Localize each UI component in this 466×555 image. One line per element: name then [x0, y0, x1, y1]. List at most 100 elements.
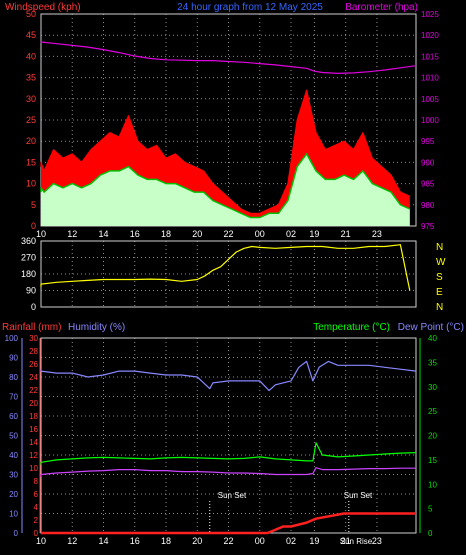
x-tick-label-bottom: 22 [223, 536, 233, 546]
barometer-series [40, 41, 417, 74]
temperature-label: Temperature (°C) [313, 322, 390, 333]
barometer-label: Barometer (hpa) [345, 2, 418, 13]
baro-tick-label: 1010 [421, 74, 439, 83]
x-tick-label-top: 12 [67, 229, 77, 239]
x-tick-label-bottom: 20 [192, 536, 202, 546]
axes: 1010121214141616181820202222000002021919… [5, 9, 446, 546]
compass-label: S [436, 272, 443, 283]
rain-tick-label: 6 [34, 490, 39, 499]
humidity-tick-label: 50 [9, 432, 18, 441]
x-tick-label-top: 18 [161, 229, 171, 239]
wind-tick-label: 50 [26, 9, 36, 19]
baro-tick-label: 1025 [421, 10, 439, 19]
rain-tick-label: 28 [29, 347, 38, 356]
rain-tick-label: 22 [29, 386, 38, 395]
rain-tick-label: 30 [29, 334, 38, 343]
humidity-tick-label: 10 [9, 510, 18, 519]
compass-label: W [436, 257, 446, 268]
x-tick-label-top: 10 [36, 229, 46, 239]
x-tick-label-bottom: 00 [255, 536, 265, 546]
wind-tick-label: 40 [26, 51, 36, 61]
direction-tick-label: 0 [31, 302, 36, 312]
wind-tick-label: 45 [26, 30, 36, 40]
compass-label: N [436, 302, 443, 313]
wind-tick-label: 25 [26, 115, 36, 125]
wind-tick-label: 5 [31, 200, 36, 210]
x-tick-label-top: 23 [372, 229, 382, 239]
direction-tick-label: 270 [21, 253, 36, 263]
x-tick-label-top: 02 [286, 229, 296, 239]
x-tick-label-top: 20 [192, 229, 202, 239]
graph-date-title: 24 hour graph from 12 May 2025 [177, 2, 323, 13]
wind-tick-label: 35 [26, 73, 36, 83]
rain-tick-label: 2 [34, 516, 39, 525]
wind-tick-label: 0 [31, 221, 36, 231]
baro-tick-label: 1000 [421, 116, 439, 125]
direction-tick-label: 180 [21, 269, 36, 279]
baro-tick-label: 990 [421, 158, 435, 167]
rain-tick-label: 16 [29, 425, 38, 434]
baro-tick-label: 1005 [421, 95, 439, 104]
x-tick-label-top: 22 [223, 229, 233, 239]
humidity-tick-label: 80 [9, 373, 18, 382]
rain-tick-label: 24 [29, 373, 38, 382]
x-tick-label-bottom: 02 [286, 536, 296, 546]
x-tick-label-top: 16 [130, 229, 140, 239]
rainfall-series [41, 512, 416, 535]
baro-tick-label: 1020 [421, 31, 439, 40]
rain-tick-label: 18 [29, 412, 38, 421]
rain-tick-label: 4 [34, 503, 39, 512]
series-layer [40, 41, 417, 535]
x-tick-label-bottom: 21 [341, 536, 351, 546]
rain-tick-label: 14 [29, 438, 38, 447]
humidity-tick-label: 20 [9, 490, 18, 499]
baro-tick-label: 980 [421, 201, 435, 210]
sunset-annotation-1: Sun Set [218, 491, 247, 500]
rainfall-label: Rainfall (mm) [2, 322, 61, 333]
x-tick-label-bottom: 18 [161, 536, 171, 546]
temp-tick-label: 15 [428, 456, 437, 465]
rain-tick-label: 26 [29, 360, 38, 369]
temp-tick-label: 0 [428, 529, 433, 538]
temp-tick-label: 20 [428, 432, 437, 441]
wind-avg-series-area [41, 153, 410, 226]
wind-tick-label: 30 [26, 94, 36, 104]
x-tick-label-top: 19 [309, 229, 319, 239]
temp-tick-label: 5 [428, 505, 433, 514]
baro-tick-label: 985 [421, 180, 435, 189]
rain-tick-label: 0 [34, 529, 39, 538]
rain-tick-label: 20 [29, 399, 38, 408]
gust-series [40, 89, 411, 214]
wind-tick-label: 15 [26, 157, 36, 167]
x-tick-label-bottom: 12 [67, 536, 77, 546]
x-tick-label-bottom: 16 [130, 536, 140, 546]
x-tick-label-bottom: 23 [372, 536, 382, 546]
humidity-tick-label: 60 [9, 412, 18, 421]
humidity-label: Humidity (%) [68, 322, 125, 333]
humidity-tick-label: 40 [9, 451, 18, 460]
x-tick-label-bottom: 14 [98, 536, 108, 546]
x-tick-label-top: 14 [98, 229, 108, 239]
direction-series [40, 244, 411, 291]
humidity-tick-label: 0 [14, 529, 19, 538]
rain-tick-label: 8 [34, 477, 39, 486]
x-tick-label-top: 00 [255, 229, 265, 239]
temp-tick-label: 40 [428, 334, 437, 343]
windspeed-label: Windspeed (kph) [5, 2, 81, 13]
direction-tick-label: 90 [26, 286, 36, 296]
wind-tick-label: 20 [26, 136, 36, 146]
x-tick-label-top: 21 [341, 229, 351, 239]
humidity-series [40, 360, 417, 392]
humidity-tick-label: 100 [5, 334, 19, 343]
temp-tick-label: 35 [428, 358, 437, 367]
wind-tick-label: 10 [26, 179, 36, 189]
baro-tick-label: 975 [421, 222, 435, 231]
x-tick-label-bottom: 19 [309, 536, 319, 546]
temp-tick-label: 30 [428, 383, 437, 392]
dewpoint-series [40, 467, 416, 477]
rain-tick-label: 10 [29, 464, 38, 473]
temp-tick-label: 25 [428, 407, 437, 416]
wind-avg-series [40, 153, 411, 219]
